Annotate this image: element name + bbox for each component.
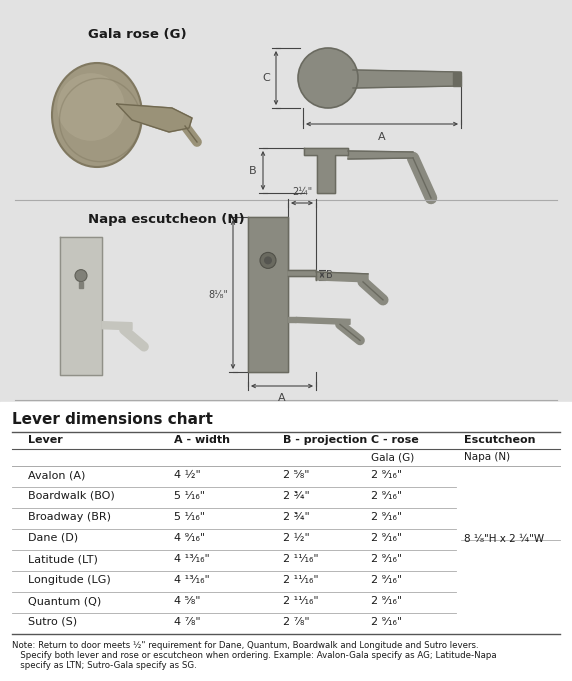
Text: 4 ⁷⁄₈": 4 ⁷⁄₈" [174, 617, 200, 627]
Ellipse shape [52, 63, 142, 167]
Text: 2 ¹¹⁄₁₆": 2 ¹¹⁄₁₆" [283, 596, 319, 606]
Text: Avalon (A): Avalon (A) [29, 470, 86, 480]
Text: 2 ⁹⁄₁₆": 2 ⁹⁄₁₆" [371, 533, 402, 543]
Polygon shape [317, 155, 335, 193]
Polygon shape [453, 72, 461, 86]
Text: 2¼": 2¼" [292, 187, 312, 197]
Polygon shape [353, 70, 453, 88]
Polygon shape [316, 272, 368, 282]
Text: 2 ¹¹⁄₁₆": 2 ¹¹⁄₁₆" [283, 554, 319, 564]
Circle shape [260, 253, 276, 268]
Text: 2 ⁷⁄₈": 2 ⁷⁄₈" [283, 617, 310, 627]
Text: 4 ½": 4 ½" [174, 470, 200, 480]
Polygon shape [117, 104, 192, 132]
Text: 2 ⁹⁄₁₆": 2 ⁹⁄₁₆" [371, 575, 402, 585]
Text: 2 ⁹⁄₁₆": 2 ⁹⁄₁₆" [371, 491, 402, 501]
Text: 2 ⁹⁄₁₆": 2 ⁹⁄₁₆" [371, 617, 402, 627]
Circle shape [298, 48, 358, 108]
Text: Sutro (S): Sutro (S) [29, 617, 78, 627]
Text: 2 ¹¹⁄₁₆": 2 ¹¹⁄₁₆" [283, 575, 319, 585]
Text: Gala (G): Gala (G) [371, 452, 414, 462]
Circle shape [264, 257, 272, 264]
Text: Gala rose (G): Gala rose (G) [88, 28, 186, 41]
Text: 2 ¾": 2 ¾" [283, 491, 310, 501]
Text: 4 ⁵⁄₈": 4 ⁵⁄₈" [174, 596, 200, 606]
Text: Escutcheon: Escutcheon [464, 435, 535, 445]
Text: Napa escutcheon (N): Napa escutcheon (N) [88, 213, 245, 226]
Text: 4 ¹³⁄₁₆": 4 ¹³⁄₁₆" [174, 575, 209, 585]
Text: Broadway (BR): Broadway (BR) [29, 512, 112, 522]
Text: 5 ¹⁄₁₆": 5 ¹⁄₁₆" [174, 491, 205, 501]
Ellipse shape [57, 73, 125, 141]
Text: 2 ½": 2 ½" [283, 533, 310, 543]
Text: 2 ⁵⁄₈": 2 ⁵⁄₈" [283, 470, 310, 480]
Text: Boardwalk (BO): Boardwalk (BO) [29, 491, 115, 501]
Text: 8 ¹⁄₈"H x 2 ¼"W: 8 ¹⁄₈"H x 2 ¼"W [464, 535, 544, 545]
Text: Longitude (LG): Longitude (LG) [29, 575, 111, 585]
Text: Lever: Lever [29, 435, 63, 445]
Polygon shape [60, 237, 102, 375]
Polygon shape [348, 151, 413, 159]
Text: A: A [378, 132, 386, 142]
Polygon shape [288, 317, 296, 322]
Polygon shape [248, 217, 288, 372]
Text: 2 ¾": 2 ¾" [283, 512, 310, 522]
Circle shape [75, 270, 87, 282]
Text: 5 ¹⁄₁₆": 5 ¹⁄₁₆" [174, 512, 205, 522]
Text: C - rose: C - rose [371, 435, 419, 445]
Text: 8¹⁄₈": 8¹⁄₈" [208, 289, 228, 300]
Polygon shape [0, 402, 572, 681]
Text: Dane (D): Dane (D) [29, 533, 78, 543]
Polygon shape [296, 317, 350, 324]
Text: Latitude (LT): Latitude (LT) [29, 554, 98, 564]
Text: B: B [249, 165, 257, 176]
Text: 2 ⁹⁄₁₆": 2 ⁹⁄₁₆" [371, 470, 402, 480]
Text: B - projection: B - projection [283, 435, 367, 445]
Text: Specify both lever and rose or escutcheon when ordering. Example: Avalon-Gala sp: Specify both lever and rose or escutcheo… [12, 651, 496, 660]
Text: specify as LTN; Sutro-Gala specify as SG.: specify as LTN; Sutro-Gala specify as SG… [12, 661, 197, 670]
Text: B: B [326, 270, 333, 280]
Text: 2 ⁹⁄₁₆": 2 ⁹⁄₁₆" [371, 512, 402, 522]
Polygon shape [304, 148, 348, 155]
Text: 4 ¹³⁄₁₆": 4 ¹³⁄₁₆" [174, 554, 209, 564]
Text: Quantum (Q): Quantum (Q) [29, 596, 102, 606]
Text: 4 ⁹⁄₁₆": 4 ⁹⁄₁₆" [174, 533, 205, 543]
Text: C: C [262, 73, 270, 83]
Polygon shape [288, 270, 316, 276]
Polygon shape [79, 282, 83, 287]
Text: 2 ⁹⁄₁₆": 2 ⁹⁄₁₆" [371, 554, 402, 564]
Text: Napa (N): Napa (N) [464, 452, 510, 462]
Polygon shape [102, 321, 132, 330]
Text: A: A [278, 393, 286, 403]
Text: Note: Return to door meets ½" requirement for Dane, Quantum, Boardwalk and Longi: Note: Return to door meets ½" requiremen… [12, 641, 479, 650]
Text: Lever dimensions chart: Lever dimensions chart [12, 412, 213, 427]
Text: A - width: A - width [174, 435, 230, 445]
Text: 2 ⁹⁄₁₆": 2 ⁹⁄₁₆" [371, 596, 402, 606]
